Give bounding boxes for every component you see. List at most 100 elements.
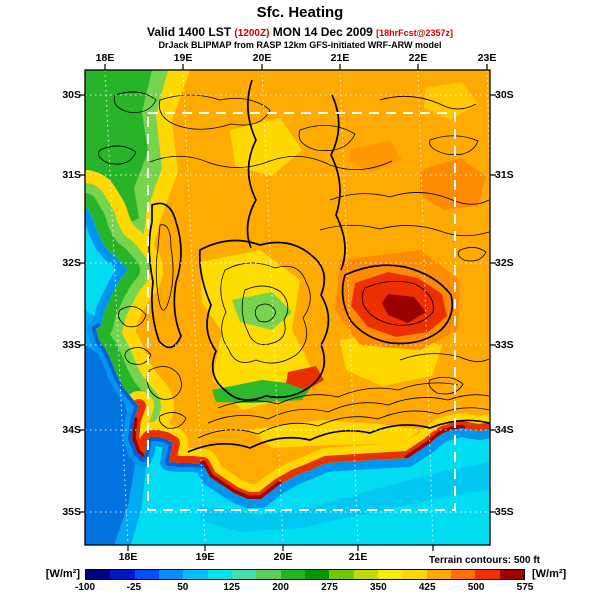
colorbar-segment — [231, 570, 257, 579]
contour-line — [329, 192, 490, 205]
axis-label: 21E — [349, 551, 368, 563]
contour-line — [158, 94, 271, 130]
contour-line — [146, 366, 182, 400]
colorbar-segment — [256, 570, 281, 579]
axis-label: 23E — [478, 52, 497, 64]
axis-label: 21E — [331, 52, 350, 64]
colorbar-tick-label: 50 — [177, 582, 189, 593]
heat-patch-darkorange — [420, 158, 486, 210]
axis-label: 33S — [495, 339, 514, 351]
colorbar-segment — [110, 570, 135, 579]
contour-line — [118, 306, 147, 328]
grid-meridian — [182, 70, 206, 545]
contour-line — [361, 280, 434, 326]
bottom-ticks — [127, 545, 434, 551]
colorbar-tick-label: 125 — [223, 582, 240, 593]
contour-line — [241, 285, 289, 345]
axis-label: 33S — [62, 339, 81, 351]
colorbar-tick-label: 275 — [321, 582, 338, 593]
axis-label: 22E — [409, 52, 428, 64]
ocean-cold-band — [85, 345, 135, 545]
heat-patch-yellow — [200, 250, 312, 410]
axis-label: 34S — [495, 424, 514, 436]
heat-patch-lightgreen — [232, 292, 292, 330]
colorbar-segment — [475, 570, 500, 579]
axis-label: 34S — [62, 424, 81, 436]
contour-line — [220, 262, 311, 364]
contour-line — [319, 224, 490, 237]
axis-label: 18E — [119, 551, 138, 563]
colorbar-tick-label: -100 — [74, 582, 96, 593]
colorbar-segment — [353, 570, 378, 579]
contour-line — [197, 407, 490, 439]
contour-line — [341, 264, 454, 345]
heat-patch-yellow — [230, 118, 302, 176]
colorbar-segment — [329, 570, 354, 579]
top-axis-labels: 18E 19E 20E 21E 22E 23E — [96, 52, 497, 64]
axis-label: 18E — [96, 52, 115, 64]
grid-meridian — [339, 70, 359, 545]
colorbar-tick-label: -25 — [126, 582, 142, 593]
colorbar-segment — [499, 570, 524, 579]
terrain-contours — [98, 79, 490, 453]
axis-label: 20E — [274, 551, 293, 563]
axis-label: 31S — [495, 169, 514, 181]
colorbar-tick-label: 425 — [418, 582, 436, 593]
colorbar-tick-label: 200 — [272, 582, 289, 593]
right-ticks — [490, 94, 496, 513]
colorbar-segment — [377, 570, 403, 579]
contour-line — [399, 353, 490, 362]
contour-line — [298, 125, 356, 152]
colorbar-segment — [426, 570, 451, 579]
contour-line — [148, 202, 182, 349]
contour-line — [149, 155, 393, 171]
heat-patch-yellow — [424, 82, 478, 120]
axis-label: 30S — [62, 89, 81, 101]
axis-label: 35S — [495, 506, 514, 518]
hot-spot-core — [382, 294, 426, 323]
contour-line — [246, 79, 257, 249]
contour-line — [207, 394, 490, 424]
axis-label: 30S — [495, 89, 514, 101]
top-ticks — [104, 64, 488, 70]
grid-meridian — [104, 70, 129, 545]
colorbar-segment — [450, 570, 476, 579]
terrain-contours-note: Terrain contours: 500 ft — [429, 555, 541, 566]
colorbar-segment — [304, 570, 330, 579]
colorbar-segment — [280, 570, 305, 579]
axis-label: 19E — [196, 551, 215, 563]
model-domain-box — [147, 112, 456, 511]
contour-line — [457, 247, 487, 262]
axis-label: 19E — [174, 52, 193, 64]
axis-label: 35S — [62, 506, 81, 518]
heat-patch-darkorange — [350, 140, 402, 172]
map-border — [84, 69, 491, 546]
axis-ticks — [79, 64, 496, 551]
latlon-grid — [85, 70, 490, 545]
bottom-axis-labels: 18E 19E 20E 21E — [119, 551, 368, 563]
axis-label: 20E — [253, 52, 272, 64]
colorbar-segment — [402, 570, 427, 579]
contour-line — [187, 419, 490, 453]
valid-time-line: Valid 1400 LST (1200Z) MON 14 Dec 2009 [… — [0, 25, 600, 39]
right-axis-labels: 30S 31S 32S 33S 34S 35S — [495, 89, 514, 518]
colorbar: -100 -25 50 125 200 275 350 425 500 575 — [75, 569, 533, 594]
contour-line — [155, 224, 174, 311]
contour-line — [254, 303, 277, 323]
axis-label: 31S — [62, 169, 81, 181]
axis-label: 32S — [495, 257, 514, 269]
colorbar-unit-left: [W/m²] — [45, 568, 80, 580]
grid-meridian — [261, 70, 284, 545]
left-axis-labels: 30S 31S 32S 33S 34S 35S — [62, 89, 81, 518]
ocean-south-band — [200, 462, 490, 532]
valid-date: MON 14 Dec 2009 — [269, 25, 377, 39]
colorbar-segment — [86, 570, 111, 579]
colorbar-segment — [158, 570, 184, 579]
valid-zulu: (1200Z) — [234, 28, 270, 39]
contour-line — [158, 412, 187, 429]
heat-patch-yellow — [250, 420, 420, 448]
axis-label: 32S — [62, 257, 81, 269]
forecast-lead: [18hrFcst@2357z] — [376, 28, 453, 38]
contour-line — [198, 239, 330, 401]
